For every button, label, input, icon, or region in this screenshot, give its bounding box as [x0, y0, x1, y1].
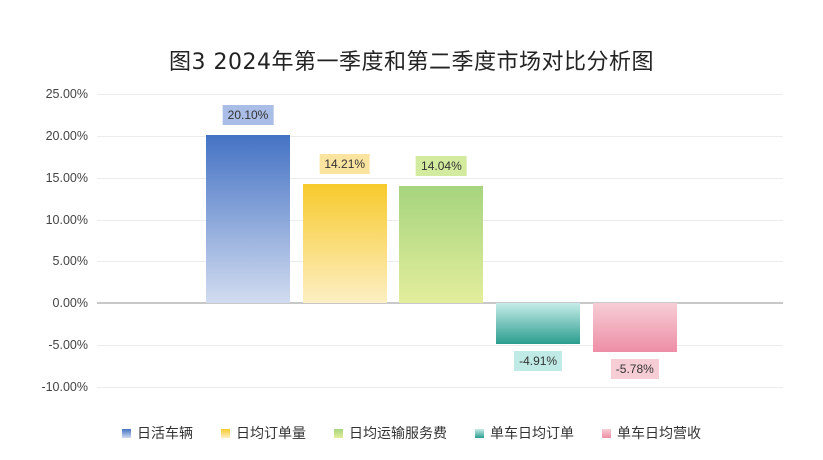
zero-axis-line — [97, 302, 783, 305]
chart-title: 图3 2024年第一季度和第二季度市场对比分析图 — [169, 50, 654, 75]
bar-2 — [302, 184, 387, 304]
y-tick-label: -5.00% — [48, 338, 88, 353]
data-label: 14.21% — [319, 154, 371, 175]
legend-swatch-icon — [221, 428, 230, 438]
bar-5 — [592, 303, 677, 352]
bar-3 — [399, 185, 484, 304]
legend-label: 单车日均营收 — [617, 426, 701, 442]
y-tick-label: -10.00% — [41, 380, 88, 394]
legend-label: 单车日均订单 — [490, 426, 574, 442]
gridline — [97, 387, 783, 388]
gridline — [97, 94, 783, 95]
gridline — [97, 177, 783, 179]
gridline — [97, 345, 783, 347]
y-tick-label: 25.00% — [45, 87, 88, 101]
legend-item[interactable]: 单车日均营收 — [602, 423, 701, 443]
y-tick-label: 0.00% — [52, 296, 88, 311]
legend-item[interactable]: 日活车辆 — [122, 423, 193, 443]
legend: 日活车辆 日均订单量 日均运输服务费 单车日均订单 单车日均营收 — [0, 423, 823, 443]
y-tick-label: 15.00% — [45, 170, 88, 185]
bar-1 — [206, 135, 290, 304]
y-tick-label: 20.00% — [45, 128, 88, 143]
legend-swatch-icon — [334, 428, 343, 438]
legend-item[interactable]: 日均订单量 — [221, 423, 306, 443]
data-label: -4.91% — [514, 351, 563, 372]
legend-label: 日均订单量 — [236, 426, 306, 442]
gridline — [97, 135, 783, 137]
legend-swatch-icon — [122, 428, 131, 438]
data-label: -5.78% — [610, 358, 659, 379]
legend-item[interactable]: 单车日均订单 — [475, 423, 574, 443]
legend-label: 日均运输服务费 — [349, 426, 447, 442]
y-tick-label: 10.00% — [45, 212, 88, 227]
legend-label: 日活车辆 — [137, 426, 193, 442]
data-label: 14.04% — [416, 155, 467, 176]
legend-swatch-icon — [602, 428, 611, 438]
legend-item[interactable]: 日均运输服务费 — [334, 423, 447, 443]
plot-area: 20.10% 14.21% 14.04% -4.91% -5.78% — [97, 94, 783, 388]
data-label: 20.10% — [222, 105, 274, 126]
legend-swatch-icon — [475, 428, 484, 438]
bar-4 — [496, 303, 581, 345]
y-tick-label: 5.00% — [52, 254, 88, 269]
